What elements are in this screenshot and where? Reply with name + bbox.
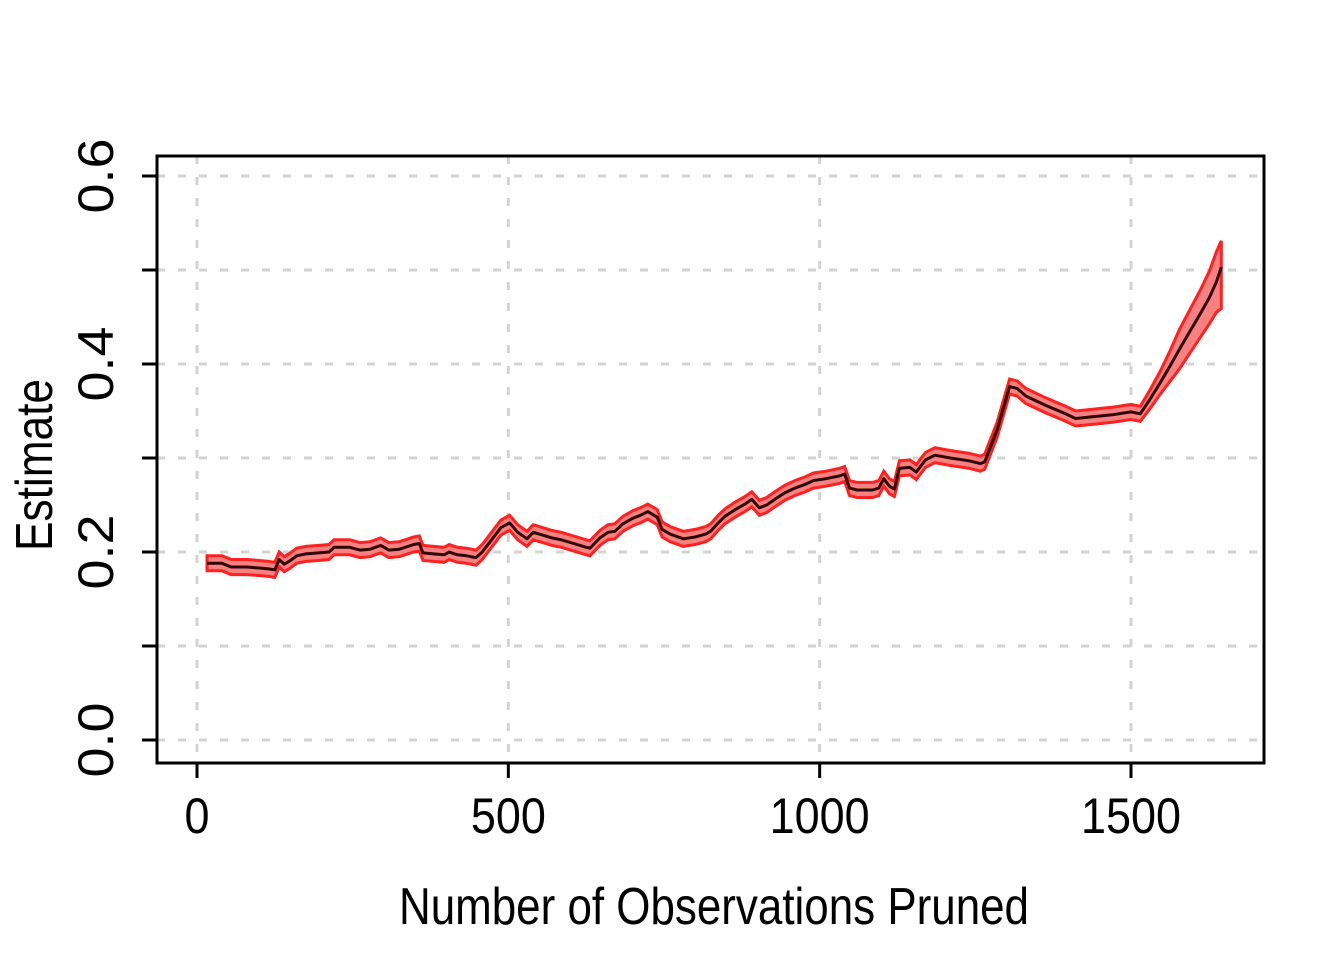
gridlines [157, 156, 1264, 763]
confidence-band [205, 240, 1223, 580]
y-axis-title: Estimate [6, 379, 64, 551]
estimate-polyline [207, 266, 1223, 572]
y-tick-label: 0.2 [68, 515, 124, 590]
y-tick-label: 0.4 [68, 327, 124, 402]
axis-tick-labels: 0 500 1000 1500 0.0 0.2 0.4 0.6 [68, 139, 1181, 845]
x-tick-label: 1000 [770, 788, 870, 844]
x-tick-label: 0 [185, 788, 210, 844]
x-tick-label: 500 [471, 788, 546, 844]
y-tick-label: 0.0 [68, 703, 124, 778]
confidence-band-polygon [205, 240, 1223, 580]
y-tick-label: 0.6 [68, 139, 124, 214]
x-tick-label: 1500 [1081, 788, 1181, 844]
axis-ticks [142, 174, 1133, 778]
estimate-line [207, 266, 1223, 572]
x-axis-title: Number of Observations Pruned [399, 878, 1029, 936]
